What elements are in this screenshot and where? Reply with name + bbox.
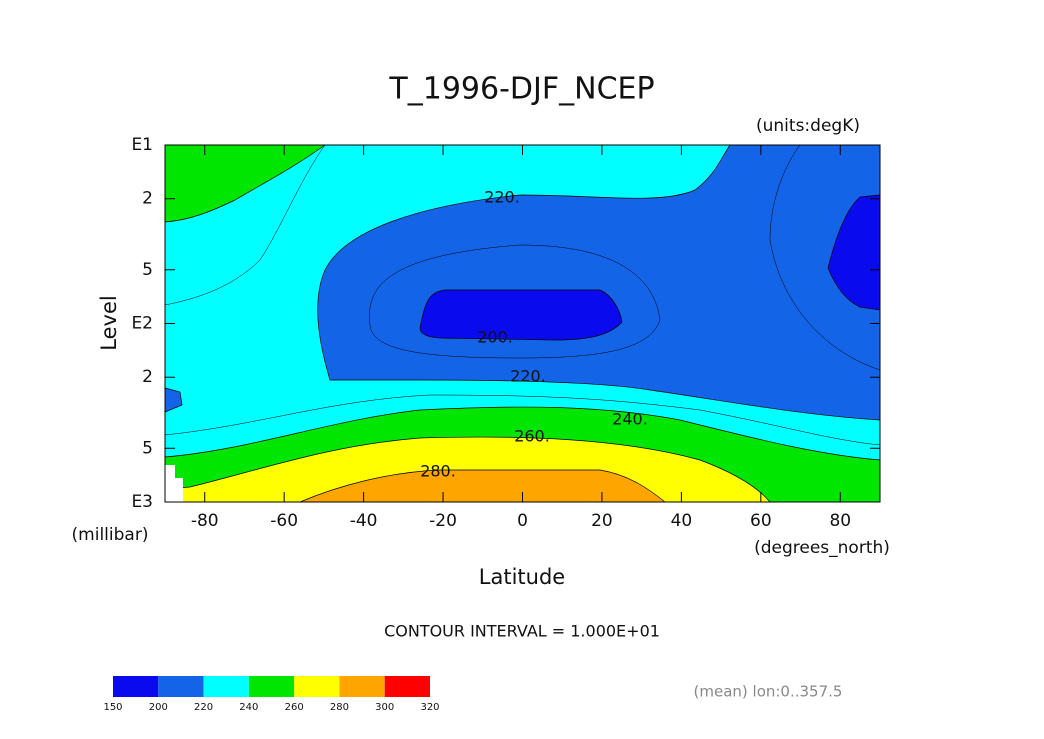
contour-label: 260. [514,427,550,446]
colorbar-box [384,676,430,697]
contour-label: 220. [510,367,546,386]
x-tick-label: -20 [429,511,457,531]
chart-title: T_1996-DJF_NCEP [388,72,654,107]
x-tick-label: 60 [750,511,772,531]
contour-label: 220. [484,188,520,207]
contour-label: 280. [420,462,456,481]
x-tick-label: 40 [671,511,693,531]
y-units-label: (millibar) [72,525,149,545]
units-label: (units:degK) [756,116,860,136]
y-tick-label: E3 [131,492,153,512]
y-tick-label: 5 [142,260,153,280]
contour-band [419,289,623,341]
colorbar-label: 240 [239,702,258,713]
x-tick-label: 80 [829,511,851,531]
contour-band [827,194,881,311]
y-axis-label: Level [97,295,121,350]
colorbar-box [113,676,159,697]
contour-band [299,469,666,503]
x-tick-label: -40 [350,511,378,531]
x-units-label: (degrees_north) [754,538,890,558]
contour-label: 200. [477,328,513,347]
contour-interval: CONTOUR INTERVAL = 1.000E+01 [384,622,660,641]
colorbar-box [203,676,249,697]
y-tick-label: 2 [142,189,153,209]
x-tick-label: 0 [517,511,528,531]
colorbar-box [248,676,295,697]
x-tick-label: -60 [270,511,298,531]
colorbar-box [158,676,204,697]
x-tick-label: 20 [591,511,613,531]
x-axis-label: Latitude [479,565,565,589]
contour-band [164,144,327,223]
colorbar-label: 280 [330,702,349,713]
colorbar-label: 150 [103,702,122,713]
colorbar-box [294,676,340,697]
x-tick-label: -80 [191,511,219,531]
colorbar-box [339,676,385,697]
footnote: (mean) lon:0..357.5 [694,683,843,701]
y-tick-label: E2 [131,314,153,334]
y-tick-label: 5 [142,438,153,458]
contour-label: 240. [612,410,648,429]
contour-line [164,394,881,446]
colorbar-label: 300 [375,702,394,713]
contour-band [317,144,881,421]
contour-line [164,144,326,306]
y-tick-label: 2 [142,367,153,387]
y-tick-label: E1 [131,135,153,155]
colorbar-label: 260 [285,702,304,713]
contour-line [369,244,661,359]
colorbar-label: 220 [194,702,213,713]
contour-line [769,144,881,371]
missing-data [165,465,183,502]
colorbar-label: 320 [420,702,439,713]
colorbar-label: 200 [149,702,168,713]
